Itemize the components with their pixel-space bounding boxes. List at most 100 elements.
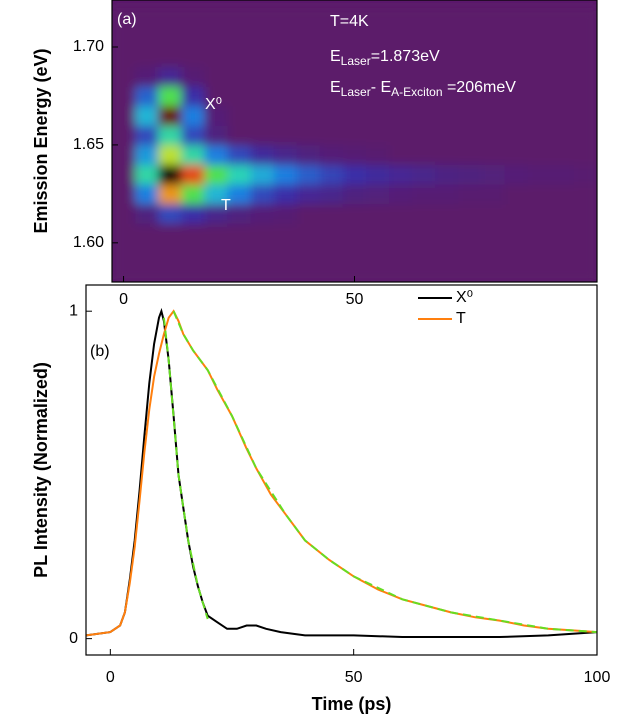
heatmap-cell xyxy=(504,27,529,48)
heatmap-cell xyxy=(504,125,529,146)
heatmap-cell xyxy=(435,223,459,244)
heatmap-cell xyxy=(227,86,252,107)
heatmap-cell xyxy=(389,105,413,126)
heatmap-cell xyxy=(458,262,483,282)
heatmap-cell xyxy=(573,164,597,185)
heatmap-cell xyxy=(342,125,367,146)
heatmap-cell xyxy=(550,105,575,126)
heatmap-cell xyxy=(204,184,228,205)
heatmap-cell xyxy=(319,184,344,205)
heatmap-cell xyxy=(204,27,228,48)
heatmap-cell xyxy=(319,242,344,263)
heatmap-cell xyxy=(204,262,228,282)
heatmap-cell xyxy=(319,144,344,165)
heatmap-cell xyxy=(227,184,252,205)
heatmap-cell xyxy=(250,125,275,146)
heatmap-cell xyxy=(135,27,159,48)
heatmap-cell xyxy=(435,125,459,146)
heatmap-cell xyxy=(366,7,390,28)
heatmap-cell xyxy=(435,105,459,126)
heatmap-cell xyxy=(481,242,506,263)
heatmap-cell xyxy=(412,223,436,244)
heatmap-cell xyxy=(319,47,344,68)
annotation: T=4K xyxy=(330,13,369,30)
heatmap-cell xyxy=(181,66,205,87)
heatmap xyxy=(112,7,597,282)
x-tick-label: 50 xyxy=(346,291,364,308)
heatmap-cell xyxy=(135,47,159,68)
heatmap-cell xyxy=(527,66,552,87)
heatmap-cell xyxy=(273,66,298,87)
heatmap-cell xyxy=(112,242,136,263)
heatmap-cell xyxy=(319,164,344,185)
heatmap-cell xyxy=(412,262,436,282)
text-part: =1.873eV xyxy=(371,48,440,65)
plot-lines xyxy=(86,307,597,638)
heatmap-cell xyxy=(550,144,575,165)
panel-label: (b) xyxy=(90,343,110,360)
heatmap-cell xyxy=(342,184,367,205)
heatmap-cell xyxy=(458,164,483,185)
heatmap-cell xyxy=(504,164,529,185)
x-tick-label: 0 xyxy=(106,669,115,686)
heatmap-cell xyxy=(135,86,159,107)
heatmap-cell xyxy=(389,144,413,165)
y-tick-label: 0 xyxy=(69,630,78,647)
heatmap-cell xyxy=(342,7,367,28)
heatmap-cell xyxy=(273,262,298,282)
heatmap-cell xyxy=(389,262,413,282)
heatmap-cell xyxy=(527,203,552,224)
peak-label: T xyxy=(221,197,231,214)
heatmap-cell xyxy=(435,27,459,48)
heatmap-cell xyxy=(389,203,413,224)
heatmap-cell xyxy=(412,105,436,126)
heatmap-cell xyxy=(296,223,321,244)
heatmap-cell xyxy=(527,144,552,165)
heatmap-cell xyxy=(550,66,575,87)
text-part: - E xyxy=(371,79,391,96)
heatmap-cell xyxy=(204,47,228,68)
heatmap-cell xyxy=(389,86,413,107)
x-tick-label: 0 xyxy=(119,291,128,308)
heatmap-cell xyxy=(412,86,436,107)
heatmap-cell xyxy=(458,86,483,107)
heatmap-cell xyxy=(481,184,506,205)
heatmap-cell xyxy=(227,66,252,87)
heatmap-cell xyxy=(296,184,321,205)
heatmap-cell xyxy=(527,262,552,282)
heatmap-cell xyxy=(181,86,205,107)
heatmap-cell xyxy=(504,66,529,87)
heatmap-cell xyxy=(481,223,506,244)
heatmap-cell xyxy=(481,125,506,146)
heatmap-cell xyxy=(458,184,483,205)
heatmap-cell xyxy=(458,223,483,244)
heatmap-cell xyxy=(527,47,552,68)
x-tick-label: 100 xyxy=(584,669,611,686)
annotation: ELaser=1.873eV xyxy=(330,48,440,68)
heatmap-cell xyxy=(412,144,436,165)
heatmap-cell xyxy=(481,262,506,282)
heatmap-cell xyxy=(273,47,298,68)
heatmap-cell xyxy=(227,7,252,28)
heatmap-cell xyxy=(550,262,575,282)
heatmap-cell xyxy=(204,125,228,146)
heatmap-cell xyxy=(389,164,413,185)
heatmap-cell xyxy=(135,262,159,282)
heatmap-cell xyxy=(435,262,459,282)
heatmap-cell xyxy=(250,27,275,48)
heatmap-cell xyxy=(112,47,136,68)
heatmap-cell xyxy=(273,86,298,107)
heatmap-cell xyxy=(296,242,321,263)
heatmap-cell xyxy=(366,203,390,224)
heatmap-cell xyxy=(135,144,159,165)
heatmap-cell xyxy=(366,105,390,126)
heatmap-cell xyxy=(550,86,575,107)
heatmap-cell xyxy=(273,105,298,126)
subscript: Laser xyxy=(341,54,371,68)
heatmap-cell xyxy=(504,86,529,107)
heatmap-cell xyxy=(573,262,597,282)
heatmap-cell xyxy=(481,86,506,107)
heatmap-cell xyxy=(181,184,205,205)
heatmap-cell xyxy=(435,7,459,28)
heatmap-cell xyxy=(135,125,159,146)
